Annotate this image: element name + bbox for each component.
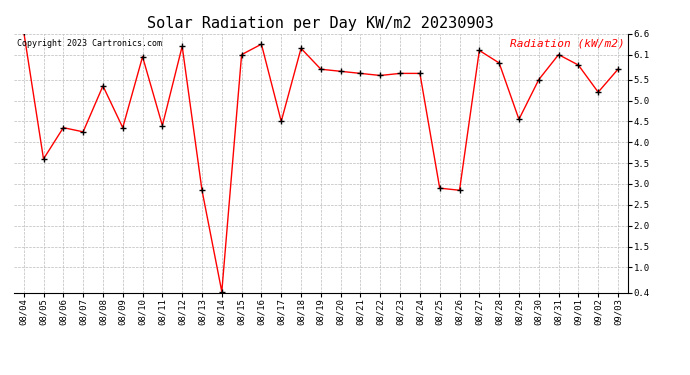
Title: Solar Radiation per Day KW/m2 20230903: Solar Radiation per Day KW/m2 20230903 [148,16,494,31]
Text: Radiation (kW/m2): Radiation (kW/m2) [510,39,625,49]
Text: Copyright 2023 Cartronics.com: Copyright 2023 Cartronics.com [17,39,162,48]
